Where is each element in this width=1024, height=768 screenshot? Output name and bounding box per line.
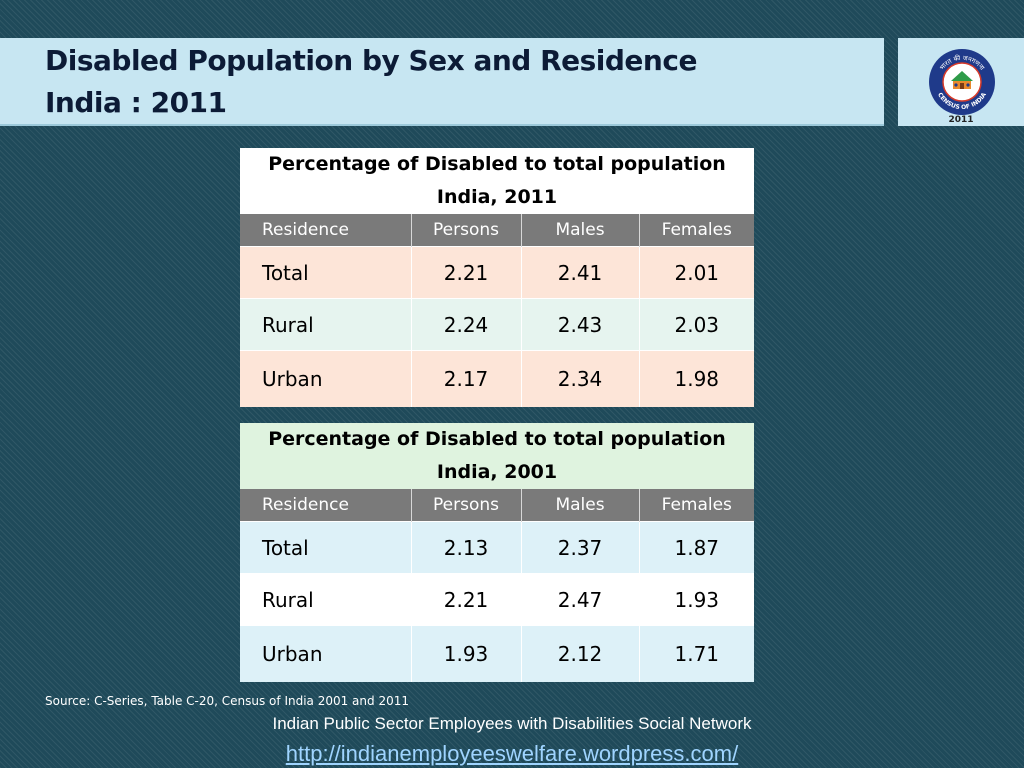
column-header-females: Females [638, 489, 755, 522]
column-header-persons: Persons [410, 489, 521, 522]
column-header-males: Males [520, 214, 639, 247]
table-caption-line2: India, 2011 [436, 186, 558, 208]
cell-females: 2.01 [638, 246, 755, 299]
cell-persons: 2.21 [410, 246, 521, 299]
cell-males: 2.41 [520, 246, 639, 299]
slide-title-line2: India : 2011 [45, 86, 227, 119]
table-row: Urban 1.93 2.12 1.71 [240, 625, 755, 682]
cell-persons: 2.24 [410, 298, 521, 351]
cell-residence: Urban [240, 625, 411, 682]
source-note: Source: C-Series, Table C-20, Census of … [45, 694, 409, 708]
cell-males: 2.37 [520, 521, 639, 574]
table-row: Urban 2.17 2.34 1.98 [240, 350, 755, 407]
cell-residence: Total [240, 246, 411, 299]
cell-residence: Total [240, 521, 411, 574]
table-caption: Percentage of Disabled to total populati… [240, 423, 755, 489]
cell-males: 2.43 [520, 298, 639, 351]
table-row: Total 2.13 2.37 1.87 [240, 521, 755, 574]
table-header-row: Residence Persons Males Females [240, 214, 755, 247]
slide-title: Disabled Population by Sex and Residence… [45, 40, 697, 124]
disabled-table-2001: Percentage of Disabled to total populati… [240, 423, 755, 682]
column-header-residence: Residence [240, 489, 411, 522]
table-caption-line1: Percentage of Disabled to total populati… [268, 153, 726, 175]
cell-females: 1.93 [638, 573, 755, 626]
cell-persons: 2.13 [410, 521, 521, 574]
cell-males: 2.34 [520, 350, 639, 407]
footer-network-name: Indian Public Sector Employees with Disa… [272, 714, 752, 733]
table-caption-line1: Percentage of Disabled to total populati… [268, 428, 726, 450]
cell-persons: 2.21 [410, 573, 521, 626]
table-row: Rural 2.21 2.47 1.93 [240, 573, 755, 626]
table-row: Rural 2.24 2.43 2.03 [240, 298, 755, 351]
cell-males: 2.47 [520, 573, 639, 626]
table-header-row: Residence Persons Males Females [240, 489, 755, 522]
cell-females: 2.03 [638, 298, 755, 351]
column-header-males: Males [520, 489, 639, 522]
footer-url-link[interactable]: http://indianemployeeswelfare.wordpress.… [285, 741, 739, 766]
column-header-persons: Persons [410, 214, 521, 247]
cell-males: 2.12 [520, 625, 639, 682]
census-logo-box: भारत की जनगणना CENSUS OF INDIA 2011 [898, 38, 1024, 126]
cell-persons: 1.93 [410, 625, 521, 682]
slide-title-line1: Disabled Population by Sex and Residence [45, 44, 697, 77]
column-header-residence: Residence [240, 214, 411, 247]
cell-females: 1.87 [638, 521, 755, 574]
cell-residence: Rural [240, 298, 411, 351]
disabled-table-2011: Percentage of Disabled to total populati… [240, 148, 755, 407]
cell-females: 1.71 [638, 625, 755, 682]
title-band [0, 38, 884, 126]
table-row: Total 2.21 2.41 2.01 [240, 246, 755, 299]
table-caption-line2: India, 2001 [436, 461, 558, 483]
cell-females: 1.98 [638, 350, 755, 407]
cell-residence: Rural [240, 573, 411, 626]
census-logo-icon: भारत की जनगणना CENSUS OF INDIA 2011 [929, 49, 995, 125]
logo-year: 2011 [948, 115, 973, 125]
cell-persons: 2.17 [410, 350, 521, 407]
cell-residence: Urban [240, 350, 411, 407]
table-caption: Percentage of Disabled to total populati… [240, 148, 755, 214]
column-header-females: Females [638, 214, 755, 247]
